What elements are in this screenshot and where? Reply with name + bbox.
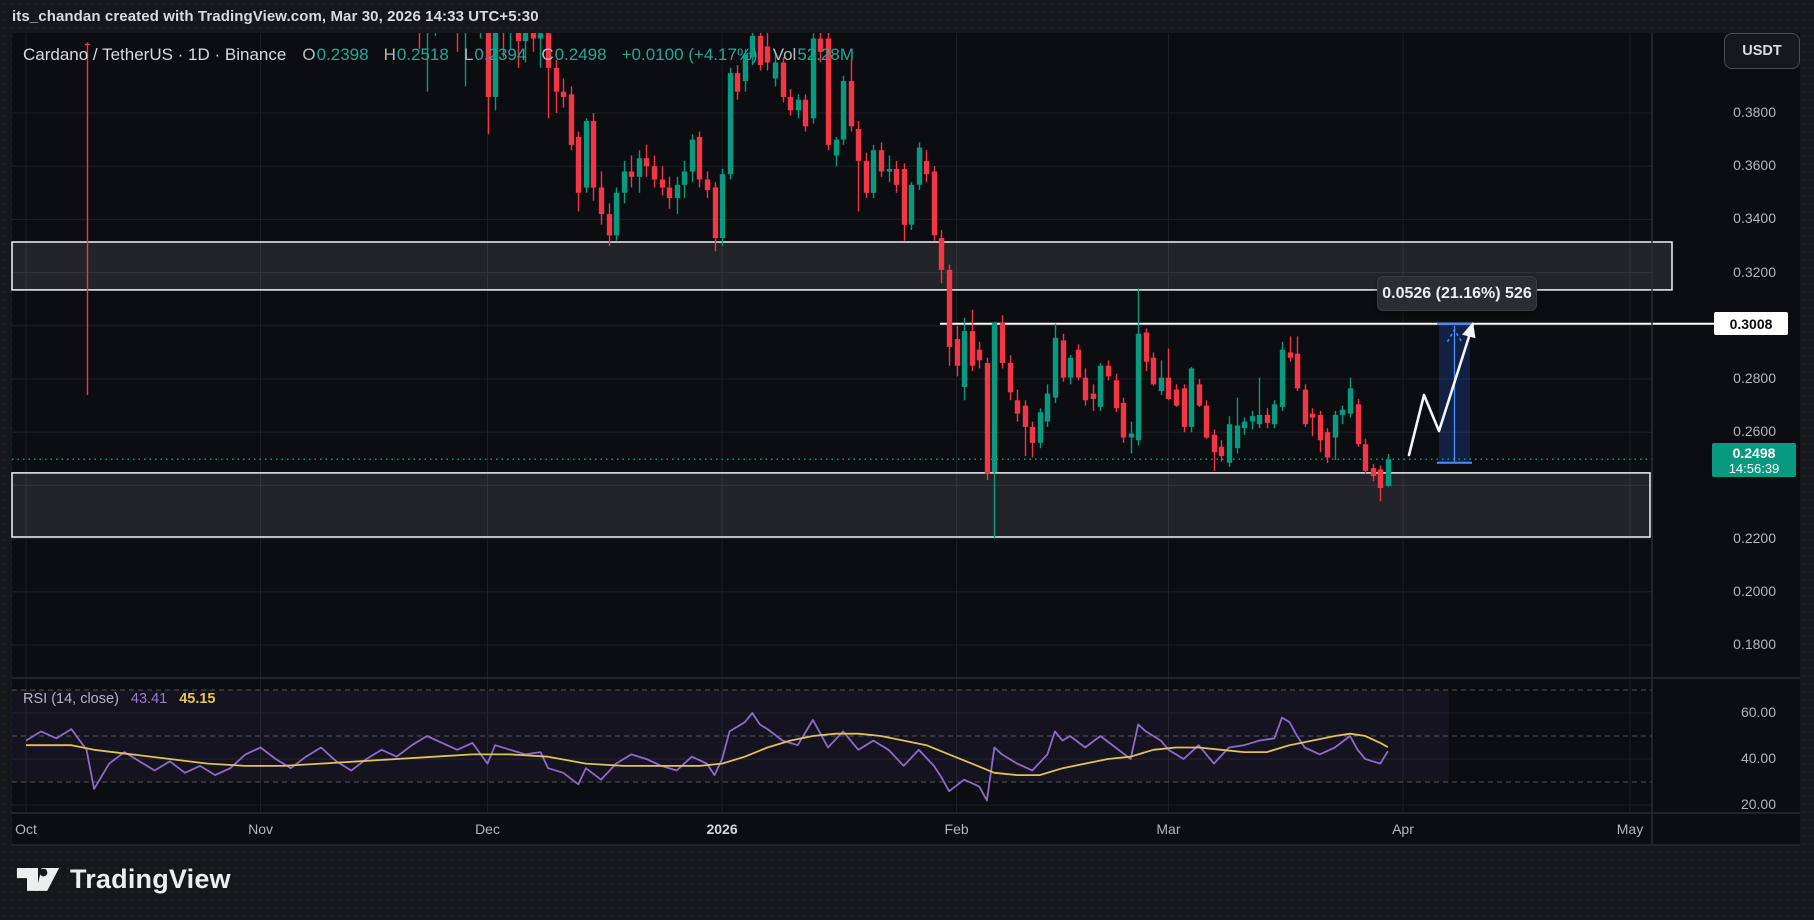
bar-countdown: 14:56:39 (1728, 460, 1780, 476)
ray-price-label[interactable]: 0.3008 (1714, 312, 1788, 335)
rsi-ma-value: 45.15 (179, 691, 216, 707)
symbol-title: Cardano / TetherUS · 1D · Binance (23, 45, 287, 64)
last-price-label[interactable]: 0.2498 14:56:39 (1712, 443, 1796, 477)
measure-tooltip[interactable]: 0.0526 (21.16%) 526 (1377, 276, 1537, 311)
tradingview-logo-icon (16, 868, 60, 891)
symbol-legend[interactable]: Cardano / TetherUS · 1D · Binance O 0.239… (23, 44, 854, 66)
rsi-title: RSI (14, close) (23, 691, 119, 707)
currency-toggle-label: USDT (1742, 43, 1782, 59)
legend-item-Vol: Vol 52.28M (772, 45, 855, 64)
tradingview-logo[interactable]: TradingView (16, 860, 231, 898)
chart-frame[interactable] (12, 33, 1800, 845)
measure-tooltip-text: 0.0526 (21.16%) 526 (1382, 284, 1532, 302)
last-price-value: 0.2498 (1732, 444, 1776, 461)
legend-item-L: L 0.2394 (463, 45, 527, 64)
tradingview-logo-text: TradingView (70, 863, 231, 894)
legend-item-H: H 0.2518 (383, 45, 449, 64)
legend-item-change: +0.0100 (+4.17%) (621, 45, 758, 64)
attribution-text: its_chandan created with TradingView.com… (12, 8, 539, 25)
rsi-legend[interactable]: RSI (14, close) 43.41 45.15 (23, 691, 216, 707)
legend-item-O: O 0.2398 (302, 45, 369, 64)
currency-toggle-button[interactable]: USDT (1724, 33, 1800, 69)
legend-item-C: C 0.2498 (541, 45, 607, 64)
ohlc-values: O 0.2398 H 0.2518 L 0.2394 C 0.2498 +0.0100 (+4.… (302, 45, 854, 65)
rsi-value: 43.41 (130, 691, 168, 707)
attribution-bar: its_chandan created with TradingView.com… (0, 0, 1814, 33)
